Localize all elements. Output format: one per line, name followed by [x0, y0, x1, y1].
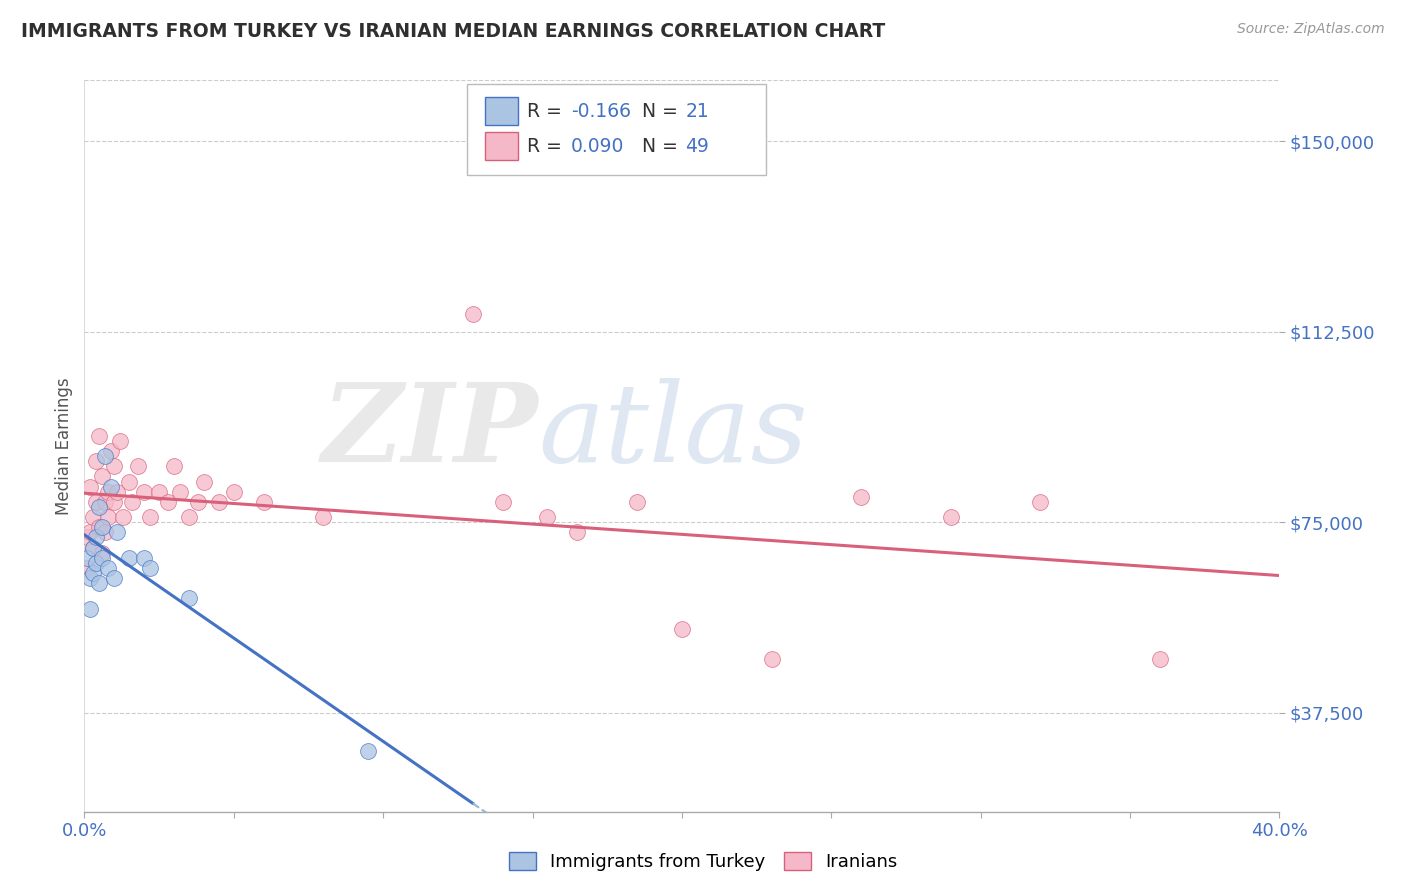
- Point: [76, 550, 98, 565]
- Point: [132, 484, 156, 499]
- Point: [82, 541, 104, 555]
- Point: [89, 576, 111, 591]
- Point: [105, 484, 128, 499]
- Point: [177, 510, 200, 524]
- Text: 0.090: 0.090: [571, 136, 624, 155]
- Point: [86, 495, 108, 509]
- Point: [626, 495, 648, 509]
- Point: [79, 480, 101, 494]
- Point: [110, 434, 132, 448]
- Point: [169, 484, 191, 499]
- Point: [79, 525, 101, 540]
- Point: [100, 480, 122, 494]
- Point: [76, 561, 98, 575]
- Text: IMMIGRANTS FROM TURKEY VS IRANIAN MEDIAN EARNINGS CORRELATION CHART: IMMIGRANTS FROM TURKEY VS IRANIAN MEDIAN…: [21, 22, 886, 41]
- Point: [76, 530, 98, 544]
- Point: [761, 652, 783, 666]
- Point: [91, 550, 114, 565]
- Point: [536, 510, 558, 524]
- Point: [118, 550, 141, 565]
- Point: [97, 484, 120, 499]
- Point: [112, 510, 135, 524]
- Point: [105, 525, 128, 540]
- Point: [127, 459, 149, 474]
- Point: [163, 459, 186, 474]
- FancyBboxPatch shape: [467, 84, 766, 176]
- Point: [1149, 652, 1171, 666]
- Point: [91, 520, 114, 534]
- FancyBboxPatch shape: [485, 97, 519, 125]
- Point: [567, 525, 589, 540]
- Point: [103, 495, 125, 509]
- Point: [939, 510, 962, 524]
- Text: 49: 49: [686, 136, 710, 155]
- Point: [86, 530, 108, 544]
- Point: [94, 495, 117, 509]
- Point: [91, 469, 114, 483]
- Text: R =: R =: [527, 102, 568, 120]
- Point: [312, 510, 335, 524]
- Point: [89, 429, 111, 443]
- Point: [103, 571, 125, 585]
- Point: [132, 550, 156, 565]
- Point: [89, 500, 111, 514]
- Text: ZIP: ZIP: [322, 377, 538, 485]
- Y-axis label: Median Earnings: Median Earnings: [55, 377, 73, 515]
- Point: [82, 510, 104, 524]
- Point: [139, 561, 162, 575]
- Text: -0.166: -0.166: [571, 102, 631, 120]
- Point: [82, 566, 104, 580]
- Point: [100, 444, 122, 458]
- Point: [91, 546, 114, 560]
- Text: atlas: atlas: [538, 377, 808, 485]
- Point: [193, 475, 215, 489]
- Text: Source: ZipAtlas.com: Source: ZipAtlas.com: [1237, 22, 1385, 37]
- FancyBboxPatch shape: [485, 132, 519, 160]
- Point: [103, 459, 125, 474]
- Point: [97, 561, 120, 575]
- Point: [118, 475, 141, 489]
- Point: [79, 601, 101, 615]
- Point: [94, 525, 117, 540]
- Point: [187, 495, 209, 509]
- Point: [121, 495, 143, 509]
- Point: [851, 490, 873, 504]
- Text: R =: R =: [527, 136, 568, 155]
- Point: [492, 495, 515, 509]
- Point: [89, 520, 111, 534]
- Point: [86, 454, 108, 468]
- Legend: Immigrants from Turkey, Iranians: Immigrants from Turkey, Iranians: [502, 845, 904, 879]
- Point: [82, 541, 104, 555]
- Point: [671, 622, 693, 636]
- Point: [357, 744, 380, 758]
- Point: [86, 556, 108, 570]
- Text: N =: N =: [643, 102, 685, 120]
- Point: [79, 571, 101, 585]
- Point: [253, 495, 276, 509]
- Point: [208, 495, 231, 509]
- Point: [461, 307, 484, 321]
- Point: [139, 510, 162, 524]
- Text: N =: N =: [643, 136, 685, 155]
- Text: 21: 21: [686, 102, 709, 120]
- Point: [222, 484, 245, 499]
- Point: [148, 484, 170, 499]
- Point: [1029, 495, 1052, 509]
- Point: [97, 510, 120, 524]
- Point: [157, 495, 180, 509]
- Point: [94, 449, 117, 463]
- Point: [177, 591, 200, 606]
